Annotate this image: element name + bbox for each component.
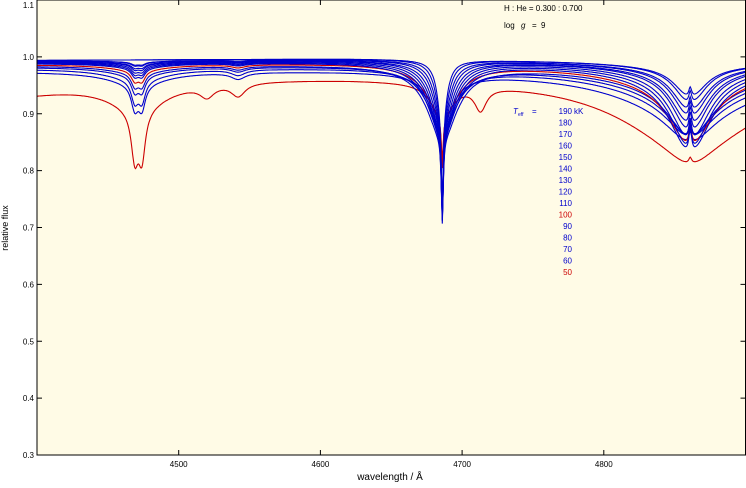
legend-entry-140: 140 [559,165,573,174]
x-axis-ticks: 4500 4600 4700 4800 [170,0,613,469]
spectrum-series-50 [37,80,746,170]
teff-unit: kK [574,107,584,116]
legend-entry-120: 120 [559,188,573,197]
spectrum-series-190 [37,58,746,203]
x-tick-label: 4800 [595,460,613,469]
legend-entry-130: 130 [559,176,573,185]
y-tick-label: 1.0 [23,53,35,62]
legend-entry-150: 150 [559,153,573,162]
logg-symbol: g [521,21,526,30]
spectrum-series-170 [37,59,746,209]
y-axis-label: relative flux [0,205,10,251]
x-tick-label: 4500 [170,460,188,469]
spectrum-series-140 [37,60,746,219]
y-tick-label: 0.3 [23,451,35,460]
logg-value: 9 [541,21,546,30]
legend-entry-50: 50 [563,268,572,277]
legend-entry-70: 70 [563,245,572,254]
logg-equals: = [532,21,537,30]
logg-prefix: log [504,21,515,30]
spectrum-lines [37,58,746,224]
teff-subscript: eff [518,112,524,118]
spectrum-series-60 [37,72,746,206]
teff-equals: = [532,107,537,116]
legend-entry-160: 160 [559,142,573,151]
y-tick-label: 0.5 [23,337,35,346]
abundance-annotation: H : He = 0.300 : 0.700 [504,4,583,13]
spectrum-series-110 [37,63,746,221]
legend: 190 180 170 160 150 140 130 120 110 100 90 80 70 60 50 [559,107,573,277]
y-tick-label: 0.7 [23,224,35,233]
teff-symbol: T [513,107,519,116]
legend-entry-110: 110 [559,199,572,208]
y-axis-ticks: 0.3 0.4 0.5 0.6 0.7 0.8 0.9 1.0 1.1 [23,0,746,460]
x-axis-label: wavelength / Å [356,470,423,483]
legend-entry-180: 180 [559,119,573,128]
spectrum-series-150 [37,60,746,216]
legend-entry-100: 100 [559,211,573,220]
spectrum-series-130 [37,61,746,219]
x-tick-label: 4700 [453,460,471,469]
legend-entry-80: 80 [563,234,572,243]
spectrum-series-90 [37,66,746,224]
x-tick-label: 4600 [312,460,330,469]
legend-entry-190: 190 [559,107,573,116]
y-tick-label: 1.1 [23,1,35,10]
legend-entry-60: 60 [563,257,572,266]
y-tick-label: 0.4 [23,394,35,403]
y-tick-label: 0.9 [23,110,35,119]
legend-entry-90: 90 [563,222,572,231]
y-tick-label: 0.8 [23,167,35,176]
spectrum-series-120 [37,62,746,220]
y-tick-label: 0.6 [23,280,35,289]
legend-entry-170: 170 [559,130,573,139]
